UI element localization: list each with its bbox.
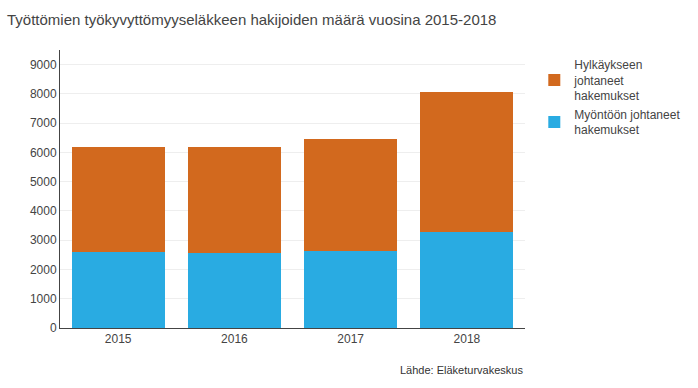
- svg-text:Lähde: Eläketurvakeskus: Lähde: Eläketurvakeskus: [400, 364, 523, 376]
- svg-text:Myöntöön johtaneethakemukset: Myöntöön johtaneethakemukset: [574, 108, 680, 138]
- svg-text:Hylkäykseenjohtaneethakemukset: Hylkäykseenjohtaneethakemukset: [573, 58, 642, 103]
- svg-text:8000: 8000: [30, 87, 57, 101]
- svg-text:7000: 7000: [30, 116, 57, 130]
- svg-text:5000: 5000: [30, 175, 57, 189]
- svg-text:2018: 2018: [454, 332, 481, 346]
- svg-text:1000: 1000: [30, 292, 57, 306]
- svg-text:2015: 2015: [105, 332, 132, 346]
- svg-text:Työttömien työkyvyttömyyseläkk: Työttömien työkyvyttömyyseläkkeen hakijo…: [7, 11, 496, 28]
- svg-text:2017: 2017: [337, 332, 364, 346]
- svg-text:3000: 3000: [30, 233, 57, 247]
- svg-text:6000: 6000: [30, 146, 57, 160]
- svg-text:4000: 4000: [30, 204, 57, 218]
- svg-text:9000: 9000: [30, 58, 57, 72]
- svg-text:2000: 2000: [30, 263, 57, 277]
- svg-text:2016: 2016: [221, 332, 248, 346]
- svg-text:0: 0: [50, 321, 57, 335]
